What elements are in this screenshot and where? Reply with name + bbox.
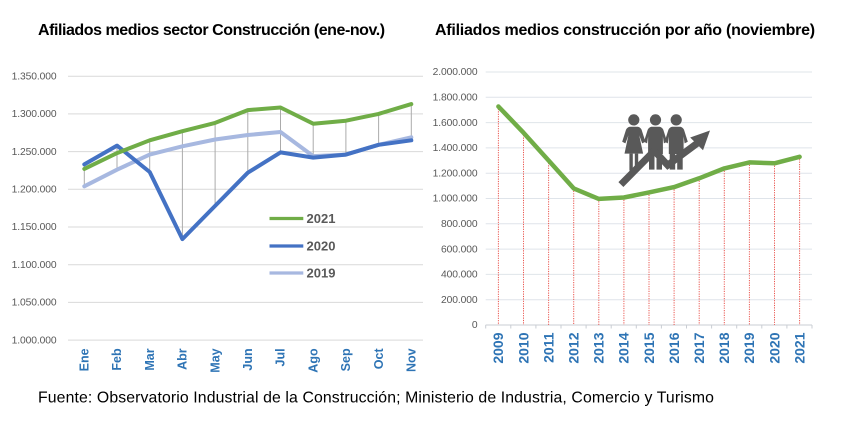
svg-text:Mar: Mar	[143, 348, 157, 370]
svg-text:Ene: Ene	[78, 348, 92, 371]
svg-text:Abr: Abr	[176, 348, 190, 370]
svg-text:2016: 2016	[666, 332, 682, 363]
svg-text:2014: 2014	[616, 332, 632, 363]
svg-text:1.800.000: 1.800.000	[433, 93, 478, 104]
svg-text:2011: 2011	[540, 332, 556, 363]
svg-text:Nov: Nov	[405, 348, 419, 372]
svg-text:Jul: Jul	[274, 348, 288, 366]
svg-text:2012: 2012	[566, 332, 582, 363]
svg-text:Sep: Sep	[339, 348, 353, 371]
svg-text:2021: 2021	[791, 332, 807, 363]
svg-text:2020: 2020	[307, 239, 336, 254]
svg-text:1.350.000: 1.350.000	[12, 71, 57, 82]
svg-text:1.150.000: 1.150.000	[12, 222, 57, 233]
svg-text:1.250.000: 1.250.000	[12, 147, 57, 158]
svg-text:1.600.000: 1.600.000	[433, 118, 478, 129]
svg-text:2013: 2013	[591, 332, 607, 363]
svg-text:2009: 2009	[490, 332, 506, 363]
svg-text:1.100.000: 1.100.000	[12, 260, 57, 271]
svg-text:1.200.000: 1.200.000	[12, 185, 57, 196]
svg-text:2019: 2019	[307, 266, 336, 281]
svg-text:1.050.000: 1.050.000	[12, 298, 57, 309]
svg-text:200.000: 200.000	[441, 295, 478, 306]
svg-text:Afiliados medios construcción: Afiliados medios construcción por año (n…	[435, 22, 815, 39]
svg-text:2010: 2010	[515, 332, 531, 363]
svg-text:2.000.000: 2.000.000	[433, 67, 478, 78]
svg-text:1.400.000: 1.400.000	[433, 143, 478, 154]
svg-text:1.300.000: 1.300.000	[12, 109, 57, 120]
svg-text:2018: 2018	[716, 332, 732, 363]
svg-text:Afiliados medios sector Constr: Afiliados medios sector Construcción (en…	[38, 22, 385, 39]
svg-text:Jun: Jun	[241, 348, 255, 370]
svg-text:2021: 2021	[307, 211, 336, 226]
svg-text:1.000.000: 1.000.000	[433, 194, 478, 205]
svg-text:400.000: 400.000	[441, 270, 478, 281]
svg-text:1.200.000: 1.200.000	[433, 168, 478, 179]
svg-text:0: 0	[472, 320, 478, 331]
svg-text:Fuente: Observatorio Industria: Fuente: Observatorio Industrial de la Co…	[38, 390, 714, 407]
svg-text:2020: 2020	[766, 332, 782, 363]
svg-text:Feb: Feb	[110, 348, 124, 371]
svg-text:600.000: 600.000	[441, 244, 478, 255]
svg-text:1.000.000: 1.000.000	[12, 335, 57, 346]
svg-text:800.000: 800.000	[441, 219, 478, 230]
svg-text:May: May	[208, 348, 222, 372]
svg-text:Ago: Ago	[306, 348, 320, 373]
svg-text:Oct: Oct	[372, 348, 386, 370]
svg-text:2017: 2017	[691, 332, 707, 363]
svg-text:2019: 2019	[741, 332, 757, 363]
svg-text:2015: 2015	[641, 332, 657, 363]
